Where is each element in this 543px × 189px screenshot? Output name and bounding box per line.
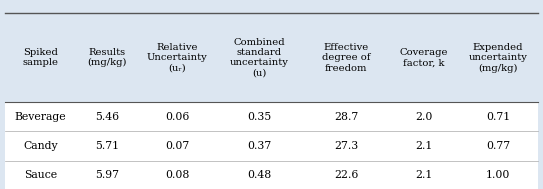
Text: 2.1: 2.1 <box>415 170 432 180</box>
Text: 22.6: 22.6 <box>334 170 358 180</box>
Text: 28.7: 28.7 <box>334 112 358 122</box>
Text: 27.3: 27.3 <box>334 141 358 151</box>
Text: 5.46: 5.46 <box>95 112 119 122</box>
Text: 2.0: 2.0 <box>415 112 432 122</box>
Text: Candy: Candy <box>23 141 58 151</box>
Text: 0.71: 0.71 <box>486 112 510 122</box>
Text: 2.1: 2.1 <box>415 141 432 151</box>
Text: 1.00: 1.00 <box>486 170 510 180</box>
Text: Coverage
factor, k: Coverage factor, k <box>399 48 448 67</box>
Text: Sauce: Sauce <box>24 170 57 180</box>
Text: 0.35: 0.35 <box>247 112 272 122</box>
Text: Combined
standard
uncertainty
(u): Combined standard uncertainty (u) <box>230 38 289 78</box>
Bar <box>5 13 538 102</box>
Text: Beverage: Beverage <box>15 112 66 122</box>
Text: Relative
Uncertainty
(uᵣ): Relative Uncertainty (uᵣ) <box>147 43 207 73</box>
Text: 0.37: 0.37 <box>247 141 272 151</box>
Text: 0.48: 0.48 <box>247 170 272 180</box>
Text: Spiked
sample: Spiked sample <box>22 48 59 67</box>
Text: Results
(mg/kg): Results (mg/kg) <box>87 48 127 67</box>
Text: 5.71: 5.71 <box>95 141 119 151</box>
Text: 0.08: 0.08 <box>165 170 190 180</box>
Text: Effective
degree of
freedom: Effective degree of freedom <box>322 43 370 73</box>
Text: 5.97: 5.97 <box>96 170 119 180</box>
Bar <box>5 102 538 189</box>
Text: 0.07: 0.07 <box>165 141 190 151</box>
Text: 0.77: 0.77 <box>486 141 510 151</box>
Text: Expended
uncertainty
(mg/kg): Expended uncertainty (mg/kg) <box>469 43 527 73</box>
Text: 0.06: 0.06 <box>165 112 190 122</box>
